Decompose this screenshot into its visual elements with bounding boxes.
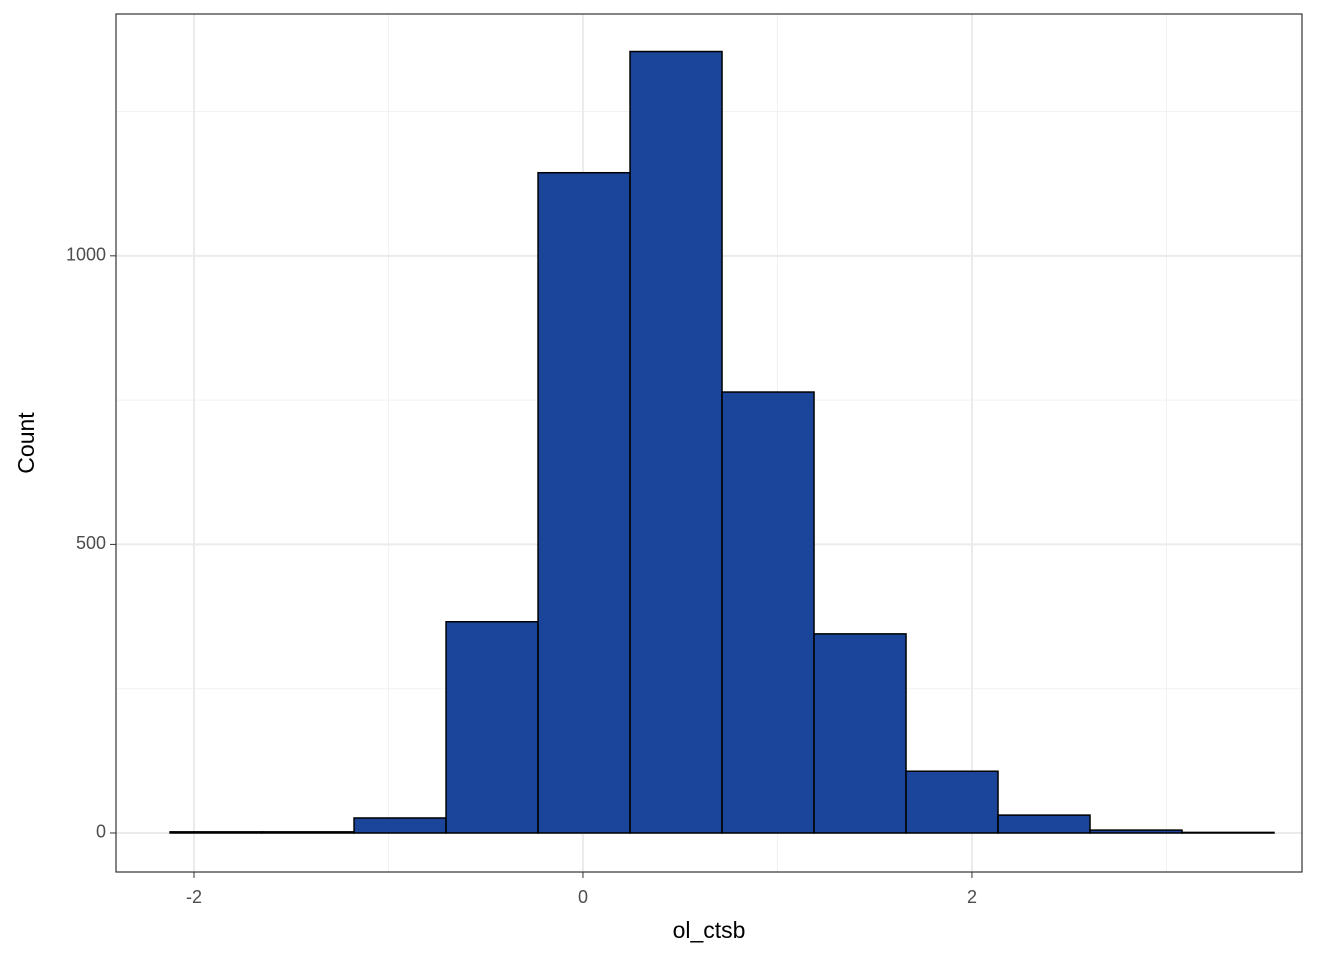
y-tick-label: 1000: [66, 245, 106, 265]
bar: [1181, 831, 1275, 834]
bar: [169, 831, 263, 834]
x-tick-label: -2: [186, 887, 202, 907]
bar: [997, 814, 1091, 834]
bar: [813, 633, 907, 834]
bar: [721, 391, 815, 834]
bar: [1089, 829, 1183, 834]
bar: [537, 171, 631, 834]
y-tick-label: 0: [96, 822, 106, 842]
y-axis-label: Count: [13, 412, 39, 474]
x-axis-label: ol_ctsb: [673, 917, 746, 943]
x-tick-label: 2: [967, 887, 977, 907]
bar: [445, 620, 539, 834]
y-tick-label: 500: [76, 533, 106, 553]
bar: [905, 770, 999, 834]
x-tick-label: 0: [578, 887, 588, 907]
bar: [261, 831, 355, 834]
bar: [629, 50, 723, 834]
bar: [353, 817, 447, 834]
plot-border: [115, 13, 1303, 873]
